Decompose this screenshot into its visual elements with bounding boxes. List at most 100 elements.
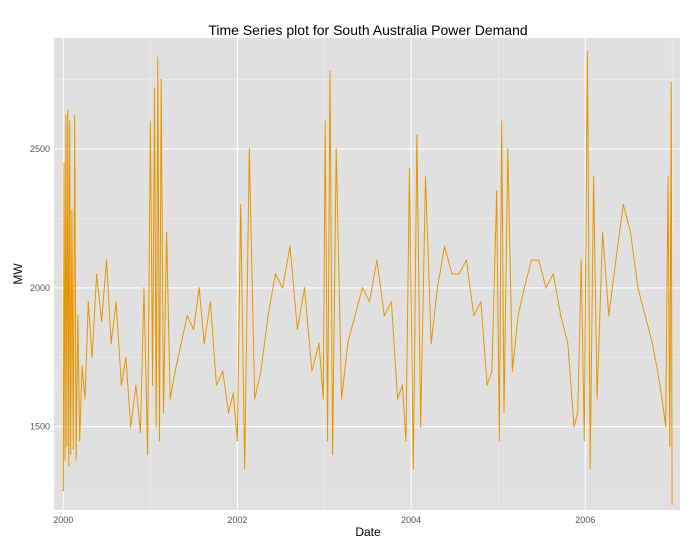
data-point xyxy=(68,465,70,467)
x-tick-label: 2006 xyxy=(575,515,595,525)
data-point xyxy=(203,342,205,344)
data-point xyxy=(274,273,276,275)
data-point xyxy=(125,356,127,358)
data-point xyxy=(341,398,343,400)
data-point xyxy=(602,231,604,233)
data-point xyxy=(174,370,176,372)
data-point xyxy=(192,328,195,331)
data-point xyxy=(69,120,71,122)
data-point xyxy=(322,398,324,400)
data-point xyxy=(589,467,591,469)
data-point xyxy=(593,176,595,178)
data-point xyxy=(498,440,500,442)
data-point xyxy=(405,440,407,442)
data-point xyxy=(244,467,246,469)
data-point xyxy=(436,287,438,289)
y-axis-title: MW xyxy=(11,263,25,285)
data-point xyxy=(397,398,399,400)
data-point xyxy=(162,412,165,414)
data-point xyxy=(608,315,610,317)
series-layer xyxy=(62,51,673,505)
data-point xyxy=(282,287,284,289)
data-point xyxy=(289,245,291,247)
x-axis-ticks: 2000 2002 2004 2006 xyxy=(53,515,595,525)
y-axis-ticks: 1500 2000 2500 xyxy=(30,144,50,432)
data-point xyxy=(62,490,64,492)
data-point xyxy=(152,384,154,386)
data-point xyxy=(157,56,159,59)
data-point xyxy=(158,440,161,442)
data-point xyxy=(523,287,525,289)
data-point xyxy=(77,315,79,317)
data-point xyxy=(361,287,363,289)
data-point xyxy=(143,287,145,289)
y-tick-label: 2000 xyxy=(30,283,50,293)
data-point xyxy=(254,398,256,400)
data-point xyxy=(135,384,137,386)
data-point xyxy=(596,398,598,400)
data-point xyxy=(332,453,334,456)
data-point xyxy=(401,384,403,386)
data-point xyxy=(629,231,632,233)
data-point xyxy=(657,370,659,372)
data-point xyxy=(91,356,93,358)
data-point xyxy=(110,342,112,344)
data-point xyxy=(71,209,73,211)
data-point xyxy=(240,204,242,206)
data-point xyxy=(335,148,337,150)
data-point xyxy=(347,342,349,344)
data-point xyxy=(120,384,122,386)
data-point xyxy=(215,384,217,386)
data-point xyxy=(644,315,646,317)
data-point xyxy=(376,259,378,261)
data-point xyxy=(324,120,326,122)
data-point xyxy=(637,287,639,289)
data-point xyxy=(586,51,589,53)
data-point xyxy=(538,259,540,261)
data-point xyxy=(669,445,671,447)
data-point xyxy=(567,342,569,344)
data-point xyxy=(130,426,132,428)
data-point xyxy=(420,426,422,428)
data-point xyxy=(496,190,498,192)
data-point xyxy=(577,412,579,414)
data-point xyxy=(166,231,168,233)
data-point xyxy=(180,342,182,344)
data-point xyxy=(75,459,77,461)
data-point xyxy=(67,109,69,111)
data-point xyxy=(303,287,306,289)
data-point xyxy=(430,342,432,344)
data-point xyxy=(412,467,414,469)
data-point xyxy=(368,301,371,303)
data-point xyxy=(79,440,81,442)
chart-title: Time Series plot for South Australia Pow… xyxy=(208,22,527,38)
data-point xyxy=(465,259,467,261)
data-point xyxy=(70,453,72,456)
data-point xyxy=(84,398,86,400)
data-point xyxy=(296,328,298,331)
data-point xyxy=(260,370,262,372)
data-point xyxy=(671,503,673,505)
data-point xyxy=(665,426,667,428)
data-point xyxy=(155,426,157,428)
data-point xyxy=(147,453,149,456)
data-point xyxy=(354,315,356,317)
data-point xyxy=(267,315,269,317)
data-point xyxy=(96,273,98,275)
data-point xyxy=(511,370,513,372)
data-point xyxy=(491,370,493,372)
data-point xyxy=(106,259,108,261)
data-point xyxy=(573,426,575,428)
data-point xyxy=(451,273,453,275)
y-tick-label: 2500 xyxy=(30,144,50,154)
data-point xyxy=(416,134,418,136)
data-point xyxy=(661,398,663,400)
data-point xyxy=(458,273,460,275)
data-point xyxy=(236,440,238,442)
data-point xyxy=(169,398,171,400)
data-point xyxy=(480,301,482,303)
data-point xyxy=(65,115,67,117)
data-point xyxy=(560,315,562,317)
